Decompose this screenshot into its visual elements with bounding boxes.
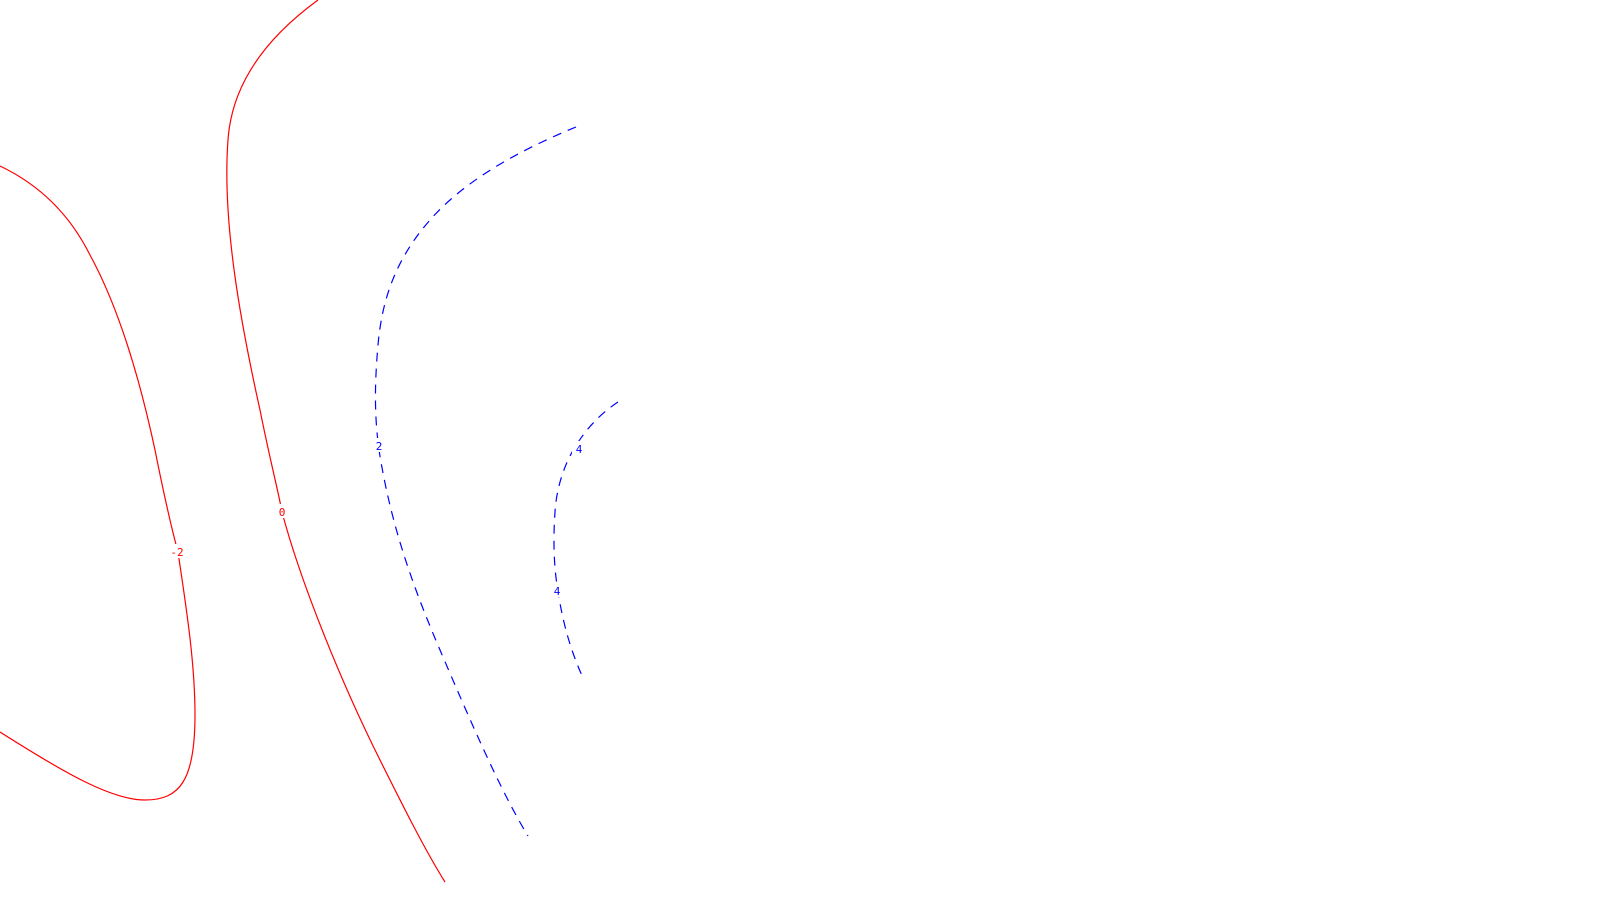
contour-level-neg2: -2 — [0, 165, 196, 801]
contour-label-0-0: 0 — [279, 506, 286, 519]
contour-line-2-0 — [374, 126, 577, 837]
contour-label-bg — [275, 504, 289, 518]
contour-level-0: 0 — [226, 0, 446, 883]
contour-label-neg2-0: -2 — [170, 546, 183, 559]
contour-label-4-1: 4 — [554, 585, 561, 598]
contour-level-2: 2 — [372, 126, 577, 837]
contour-level-4: 44 — [550, 401, 619, 681]
contour-label-4-0: 4 — [576, 443, 583, 456]
contour-line-0-0 — [226, 0, 446, 883]
contour-label-bg — [550, 583, 564, 597]
contour-label-bg — [372, 438, 386, 452]
contour-label-bg — [572, 441, 586, 455]
contour-line-neg2-0 — [0, 165, 196, 801]
contour-label-2-0: 2 — [376, 440, 383, 453]
contour-label-bg — [167, 544, 187, 558]
contour-line-4-0 — [553, 401, 619, 681]
